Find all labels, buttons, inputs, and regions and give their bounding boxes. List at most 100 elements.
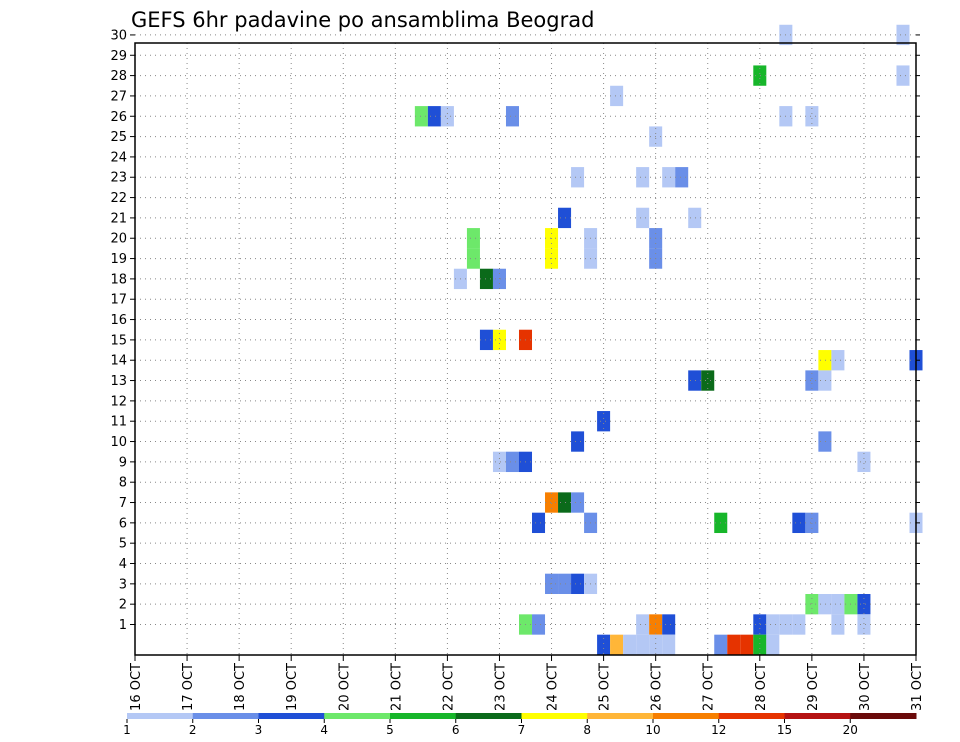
heatmap-cell	[662, 167, 676, 188]
y-tick-label: 7	[119, 496, 127, 511]
heatmap-cell	[831, 594, 845, 615]
heatmap-cell	[636, 614, 650, 635]
x-tick-label: 25 OCT	[598, 663, 613, 711]
heatmap-cell	[571, 492, 585, 513]
heatmap-cell	[727, 634, 741, 655]
colorbar-segment	[258, 713, 325, 719]
heatmap-cell	[505, 451, 519, 473]
x-tick-label: 28 OCT	[754, 663, 769, 711]
y-tick-label: 12	[110, 394, 127, 409]
heatmap-cell	[805, 370, 819, 391]
x-tick-label: 31 OCT	[910, 663, 925, 711]
heatmap-cell	[532, 614, 546, 635]
heatmap-cell	[662, 634, 676, 655]
heatmap-cell	[610, 634, 624, 655]
colorbar-segment	[718, 713, 785, 719]
x-tick-label: 18 OCT	[233, 663, 248, 711]
heatmap-cell	[492, 329, 506, 351]
y-tick-label: 25	[110, 130, 127, 145]
colorbar-segment	[653, 713, 720, 719]
heatmap-cell	[571, 431, 585, 452]
colorbar-segment	[850, 713, 917, 719]
heatmap-cell	[636, 207, 650, 229]
heatmap-cell	[558, 492, 572, 513]
y-tick-label: 30	[110, 28, 127, 43]
colorbar-label: 6	[452, 723, 460, 737]
y-tick-label: 18	[110, 272, 127, 287]
heatmap-cell	[714, 634, 728, 655]
colorbar-label: 10	[645, 723, 660, 737]
y-tick-label: 15	[110, 333, 127, 348]
heatmap-cell	[466, 248, 480, 269]
heatmap-cell	[896, 24, 910, 46]
x-tick-label: 20 OCT	[337, 663, 352, 711]
heatmap-cell	[440, 106, 454, 127]
heatmap-cell	[558, 207, 572, 229]
heatmap-cell	[571, 167, 585, 188]
colorbar-segment	[324, 713, 391, 719]
x-tick-label: 30 OCT	[858, 663, 873, 711]
heatmap-cell	[571, 573, 585, 595]
heatmap-cell	[688, 207, 702, 229]
y-tick-label: 13	[110, 374, 127, 389]
x-tick-label: 19 OCT	[285, 663, 300, 711]
y-tick-label: 6	[119, 516, 127, 531]
colorbar-label: 4	[320, 723, 328, 737]
colorbar-segment	[127, 713, 194, 719]
heatmap-cell	[688, 370, 702, 391]
colorbar-segment	[192, 713, 259, 719]
y-tick-label: 23	[110, 171, 127, 186]
y-tick-label: 17	[110, 293, 127, 308]
colorbar-label: 15	[777, 723, 792, 737]
heatmap-cell	[675, 167, 689, 188]
colorbar-label: 3	[255, 723, 263, 737]
y-tick-label: 11	[110, 415, 127, 430]
heatmap-cells	[414, 24, 923, 655]
colorbar-label: 1	[123, 723, 131, 737]
colorbar-segment	[455, 713, 522, 719]
heatmap-cell	[479, 329, 493, 351]
heatmap-cell	[427, 106, 441, 127]
x-axis: 16 OCT 17 OCT 18 OCT 19 OCT 20 OCT 21 OCT 22 O…	[129, 655, 925, 711]
heatmap-cell	[818, 350, 832, 371]
heatmap-cell	[466, 228, 480, 249]
heatmap-cell	[532, 512, 546, 534]
heatmap-cell	[753, 614, 767, 635]
heatmap-cell	[818, 431, 832, 452]
y-tick-label: 22	[110, 191, 127, 206]
heatmap-cell	[740, 634, 754, 655]
heatmap-cell	[857, 614, 871, 635]
colorbar-label: 2	[189, 723, 197, 737]
plot-frame	[134, 42, 917, 656]
heatmap-cell	[492, 451, 506, 473]
x-tick-label: 22 OCT	[441, 663, 456, 711]
heatmap-cell	[766, 614, 780, 635]
chart-title: GEFS 6hr padavine po ansamblima Beograd	[131, 8, 594, 32]
heatmap-cell	[805, 106, 819, 127]
heatmap-cell	[818, 370, 832, 391]
y-tick-label: 10	[110, 435, 127, 450]
y-tick-label: 19	[110, 252, 127, 267]
y-tick-label: 1	[119, 618, 127, 633]
heatmap-cell	[805, 594, 819, 615]
y-tick-label: 26	[110, 110, 127, 125]
heatmap-cell	[558, 573, 572, 595]
colorbar: 1 2 3 4 5 6 7 8 10 12 15 20	[123, 713, 917, 737]
x-tick-label: 21 OCT	[389, 663, 404, 711]
x-tick-label: 29 OCT	[806, 663, 821, 711]
heatmap-cell	[831, 350, 845, 371]
x-tick-label: 23 OCT	[493, 663, 508, 711]
y-tick-label: 4	[119, 557, 127, 572]
x-tick-label: 26 OCT	[650, 663, 665, 711]
heatmap-cell	[753, 634, 767, 655]
colorbar-segment	[521, 713, 588, 719]
y-tick-label: 9	[119, 455, 127, 470]
heatmap-cell	[597, 634, 611, 655]
y-tick-label: 21	[110, 211, 127, 226]
y-axis: 1234567891011121314151617181920212223242…	[110, 28, 920, 633]
y-tick-label: 20	[110, 232, 127, 247]
heatmap-cell	[831, 614, 845, 635]
x-tick-label: 27 OCT	[702, 663, 717, 711]
heatmap-cell	[857, 594, 871, 615]
